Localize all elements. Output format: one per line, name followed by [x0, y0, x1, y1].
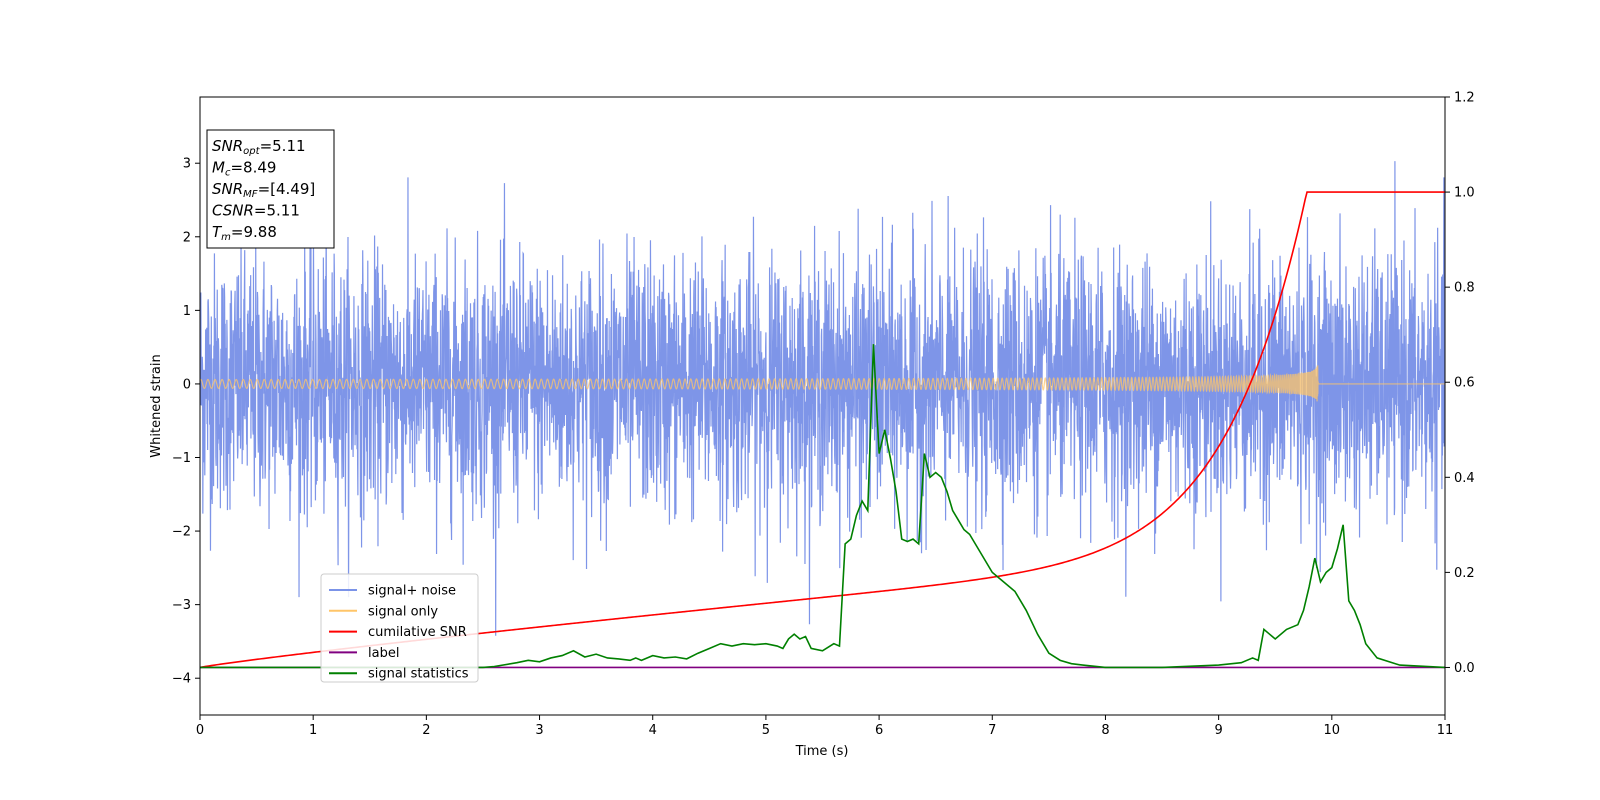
legend-label: cumilative SNR [368, 625, 467, 640]
y-tick-label: 1 [183, 304, 191, 319]
series-signal-statistics-line [200, 344, 1445, 669]
y-tick-label: −1 [172, 451, 191, 466]
y-tick-label: 2 [183, 230, 191, 245]
y2-tick-label: 1.2 [1454, 91, 1475, 106]
y-tick-label: −3 [172, 598, 191, 613]
info-line-subscript: opt [243, 146, 260, 157]
legend-label: signal+ noise [368, 584, 456, 599]
info-line: SNRMF=[4.49] [212, 180, 315, 200]
info-line-value: =[4.49] [258, 180, 316, 198]
x-tick-label: 7 [988, 723, 996, 738]
x-tick-label: 6 [875, 723, 883, 738]
info-line-symbol: CSNR [212, 202, 254, 220]
info-line-symbol: T [212, 223, 223, 241]
info-line-subscript: c [225, 168, 231, 179]
info-line-subscript: m [221, 232, 231, 243]
legend-label: label [368, 646, 399, 661]
info-box-frame [206, 129, 335, 249]
legend: signal+ noise signal only cumilative SNR la… [320, 573, 479, 683]
x-tick-label: 9 [1214, 723, 1222, 738]
info-box: SNRopt=5.11Mc=8.49SNRMF=[4.49]CSNR=5.11T… [206, 129, 335, 249]
x-tick-label: 2 [422, 723, 430, 738]
y2-tick-label: 0.2 [1454, 566, 1475, 581]
y-tick-label: −4 [172, 672, 191, 687]
y2-tick-label: 0.4 [1454, 471, 1475, 486]
x-tick-label: 8 [1101, 723, 1109, 738]
info-line-value: =5.11 [260, 137, 306, 155]
y-tick-label: 0 [183, 377, 191, 392]
y2-tick-label: 0.0 [1454, 661, 1475, 676]
info-line-symbol: SNR [212, 180, 243, 198]
y2-tick-label: 1.0 [1454, 186, 1475, 201]
series-signal-only-line [200, 365, 1445, 402]
plot-frame [199, 96, 1446, 716]
info-line: CSNR=5.11 [212, 202, 300, 220]
y2-tick-label: 0.8 [1454, 281, 1475, 296]
x-tick-label: 0 [196, 723, 204, 738]
x-tick-label: 3 [535, 723, 543, 738]
info-line-symbol: M [212, 159, 225, 177]
x-tick-label: 11 [1437, 723, 1454, 738]
legend-label: signal statistics [368, 667, 469, 682]
legend-frame [320, 573, 479, 683]
info-line-value: =5.11 [254, 202, 300, 220]
x-tick-label: 5 [762, 723, 770, 738]
x-axis-label: Time (s) [795, 744, 849, 759]
info-line: Mc=8.49 [212, 159, 276, 179]
y-tick-label: −2 [172, 525, 191, 540]
x-axis: 0 1 2 3 4 5 6 7 8 9 10 11 [196, 715, 1453, 738]
x-tick-label: 10 [1324, 723, 1341, 738]
x-tick-label: 1 [309, 723, 317, 738]
info-line-value: =8.49 [230, 159, 276, 177]
y-axis-label: Whitened strain [149, 354, 164, 457]
y2-tick-label: 0.6 [1454, 376, 1475, 391]
y-axis-left: 3 2 1 0 −1 −2 −3 −4 [172, 157, 200, 687]
x-tick-label: 4 [649, 723, 657, 738]
y-axis-right: 1.2 1.0 0.8 0.6 0.4 0.2 0.0 [1445, 91, 1475, 676]
info-line-value: =9.88 [231, 223, 277, 241]
y-tick-label: 3 [183, 157, 191, 172]
info-line: SNRopt=5.11 [212, 137, 306, 157]
info-line: Tm=9.88 [212, 223, 277, 243]
info-line-symbol: SNR [212, 137, 243, 155]
info-line-subscript: MF [243, 189, 258, 200]
legend-label: signal only [368, 604, 438, 619]
